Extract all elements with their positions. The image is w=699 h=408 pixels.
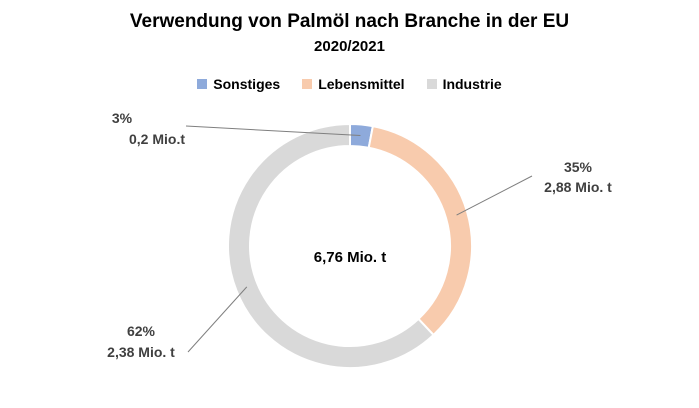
leader-lines	[185, 125, 533, 353]
legend-swatch-sonstiges	[197, 79, 208, 89]
data-label-lebensmittel-amount: 2,88 Mio. t	[544, 179, 612, 195]
legend-label-lebensmittel: Lebensmittel	[318, 76, 405, 92]
donut-segment-industrie	[227, 122, 435, 369]
legend-label-sonstiges: Sonstiges	[213, 76, 281, 92]
legend-item-lebensmittel: Lebensmittel	[302, 76, 405, 92]
chart-legend: Sonstiges Lebensmittel Industrie	[0, 76, 699, 92]
leader-line-lebensmittel	[456, 175, 533, 216]
chart-title: Verwendung von Palmöl nach Branche in de…	[129, 11, 570, 32]
donut-segment-lebensmittel	[367, 124, 473, 337]
center-total-label: 6,76 Mio. t	[314, 249, 387, 266]
legend-label-industrie: Industrie	[442, 76, 502, 92]
data-label-sonstiges-amount: 0,2 Mio.t	[129, 131, 185, 147]
chart-subtitle: 2020/2021	[314, 38, 385, 55]
legend-swatch-lebensmittel	[302, 79, 313, 89]
data-label-industrie-amount: 2,38 Mio. t	[107, 344, 175, 360]
leader-line-sonstiges	[185, 125, 361, 136]
legend-swatch-industrie	[426, 79, 437, 89]
legend-item-sonstiges: Sonstiges	[197, 76, 280, 92]
data-label-lebensmittel-percent: 35%	[564, 159, 593, 175]
donut-segments	[227, 122, 473, 369]
data-label-industrie-percent: 62%	[127, 323, 156, 339]
legend-item-industrie: Industrie	[426, 76, 502, 92]
data-label-sonstiges-percent: 3%	[112, 110, 133, 126]
leader-line-industrie	[187, 286, 248, 353]
